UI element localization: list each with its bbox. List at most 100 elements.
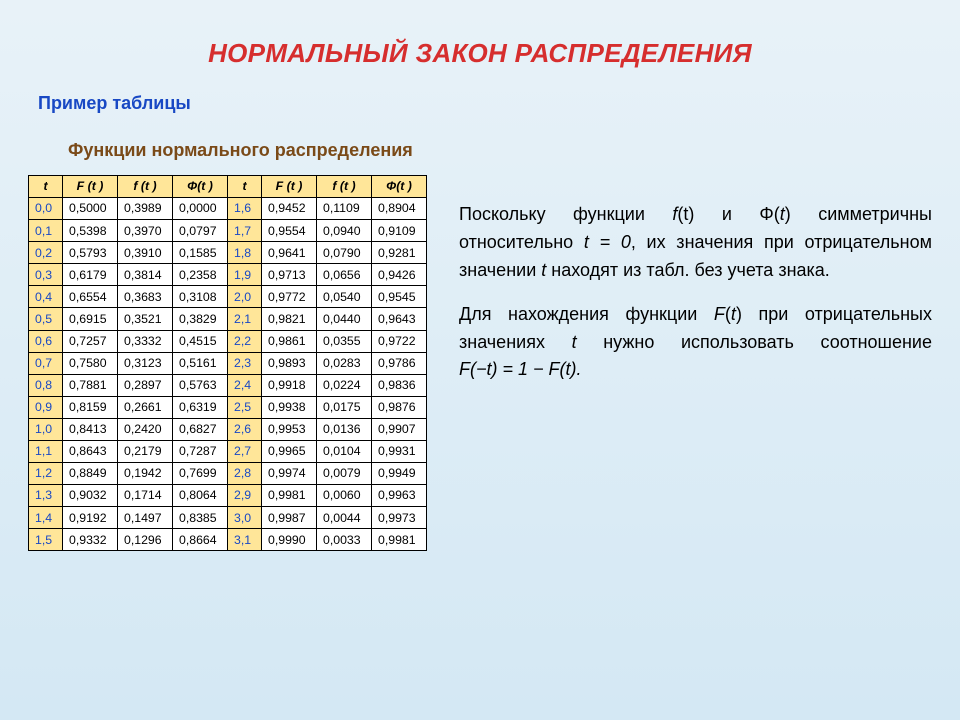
table-cell: 0,0079 (317, 463, 372, 485)
table-cell: 0,8064 (173, 485, 228, 507)
table-cell: 2,0 (228, 286, 262, 308)
table-cell: 0,9953 (262, 418, 317, 440)
table-cell: 0,8849 (63, 463, 118, 485)
table-row: 1,50,93320,12960,86643,10,99900,00330,99… (29, 529, 427, 551)
table-cell: 0,8664 (173, 529, 228, 551)
table-cell: 0,9713 (262, 264, 317, 286)
table-cell: 1,1 (29, 440, 63, 462)
table-cell: 0,8 (29, 374, 63, 396)
table-cell: 1,7 (228, 220, 262, 242)
table-row: 0,20,57930,39100,15851,80,96410,07900,92… (29, 242, 427, 264)
table-cell: 2,5 (228, 396, 262, 418)
table-cell: 2,1 (228, 308, 262, 330)
table-cell: 0,0175 (317, 396, 372, 418)
table-cell: 0,2 (29, 242, 63, 264)
table-cell: 0,0044 (317, 507, 372, 529)
table-cell: 0,3829 (173, 308, 228, 330)
table-cell: 0,9281 (372, 242, 427, 264)
table-cell: 0,8159 (63, 396, 118, 418)
table-cell: 0,1585 (173, 242, 228, 264)
table-header: t (228, 176, 262, 198)
table-cell: 0,9893 (262, 352, 317, 374)
table-cell: 0,0790 (317, 242, 372, 264)
table-cell: 2,2 (228, 330, 262, 352)
table-cell: 0,9 (29, 396, 63, 418)
table-cell: 0,9545 (372, 286, 427, 308)
table-cell: 0,5793 (63, 242, 118, 264)
table-cell: 2,6 (228, 418, 262, 440)
table-cell: 0,9973 (372, 507, 427, 529)
paragraph-2: Для нахождения функции F(t) при отрицате… (459, 301, 932, 385)
table-cell: 0,1714 (118, 485, 173, 507)
table-row: 1,00,84130,24200,68272,60,99530,01360,99… (29, 418, 427, 440)
table-cell: 0,7699 (173, 463, 228, 485)
table-row: 1,10,86430,21790,72872,70,99650,01040,99… (29, 440, 427, 462)
table-row: 0,50,69150,35210,38292,10,98210,04400,96… (29, 308, 427, 330)
table-cell: 0,0440 (317, 308, 372, 330)
table-cell: 0,9963 (372, 485, 427, 507)
table-cell: 0,0283 (317, 352, 372, 374)
table-cell: 0,4515 (173, 330, 228, 352)
table-cell: 0,0104 (317, 440, 372, 462)
table-cell: 0,9786 (372, 352, 427, 374)
table-row: 1,20,88490,19420,76992,80,99740,00790,99… (29, 463, 427, 485)
table-cell: 0,9974 (262, 463, 317, 485)
table-cell: 0,1 (29, 220, 63, 242)
table-row: 1,30,90320,17140,80642,90,99810,00600,99… (29, 485, 427, 507)
table-cell: 0,3521 (118, 308, 173, 330)
table-cell: 0,0224 (317, 374, 372, 396)
table-header: F (t ) (262, 176, 317, 198)
table-cell: 0,0000 (173, 198, 228, 220)
table-cell: 1,4 (29, 507, 63, 529)
table-cell: 0,8385 (173, 507, 228, 529)
table-cell: 0,9554 (262, 220, 317, 242)
table-cell: 0,3 (29, 264, 63, 286)
table-caption: Функции нормального распределения (68, 140, 932, 161)
table-cell: 1,5 (29, 529, 63, 551)
table-cell: 0,9861 (262, 330, 317, 352)
table-cell: 0,9931 (372, 440, 427, 462)
table-row: 1,40,91920,14970,83853,00,99870,00440,99… (29, 507, 427, 529)
table-cell: 0,6827 (173, 418, 228, 440)
table-cell: 0,9722 (372, 330, 427, 352)
table-cell: 0,3683 (118, 286, 173, 308)
table-cell: 0,1942 (118, 463, 173, 485)
table-cell: 0,9772 (262, 286, 317, 308)
normal-dist-table: tF (t )f (t )Φ(t )tF (t )f (t )Φ(t )0,00… (28, 175, 427, 551)
table-cell: 3,1 (228, 529, 262, 551)
table-header: f (t ) (317, 176, 372, 198)
table-cell: 0,8904 (372, 198, 427, 220)
table-cell: 0,5 (29, 308, 63, 330)
table-cell: 0,9452 (262, 198, 317, 220)
table-cell: 0,9821 (262, 308, 317, 330)
table-header: Φ(t ) (173, 176, 228, 198)
table-cell: 0,8413 (63, 418, 118, 440)
table-cell: 0,2420 (118, 418, 173, 440)
table-cell: 0,1109 (317, 198, 372, 220)
table-cell: 0,9109 (372, 220, 427, 242)
table-cell: 0,7257 (63, 330, 118, 352)
table-cell: 3,0 (228, 507, 262, 529)
table-header: f (t ) (118, 176, 173, 198)
table-cell: 0,7287 (173, 440, 228, 462)
table-cell: 0,6179 (63, 264, 118, 286)
table-cell: 0,3970 (118, 220, 173, 242)
table-cell: 0,9949 (372, 463, 427, 485)
table-cell: 0,9032 (63, 485, 118, 507)
table-cell: 2,8 (228, 463, 262, 485)
table-cell: 0,0540 (317, 286, 372, 308)
table-cell: 2,7 (228, 440, 262, 462)
table-row: 0,70,75800,31230,51612,30,98930,02830,97… (29, 352, 427, 374)
table-cell: 0,9641 (262, 242, 317, 264)
table-cell: 0,5161 (173, 352, 228, 374)
table-cell: 0,9836 (372, 374, 427, 396)
table-block: tF (t )f (t )Φ(t )tF (t )f (t )Φ(t )0,00… (28, 175, 427, 551)
table-cell: 2,9 (228, 485, 262, 507)
table-cell: 0,6319 (173, 396, 228, 418)
table-cell: 0,2661 (118, 396, 173, 418)
table-cell: 0,3910 (118, 242, 173, 264)
table-cell: 0,0940 (317, 220, 372, 242)
table-cell: 1,6 (228, 198, 262, 220)
table-cell: 0,9907 (372, 418, 427, 440)
table-cell: 0,9990 (262, 529, 317, 551)
